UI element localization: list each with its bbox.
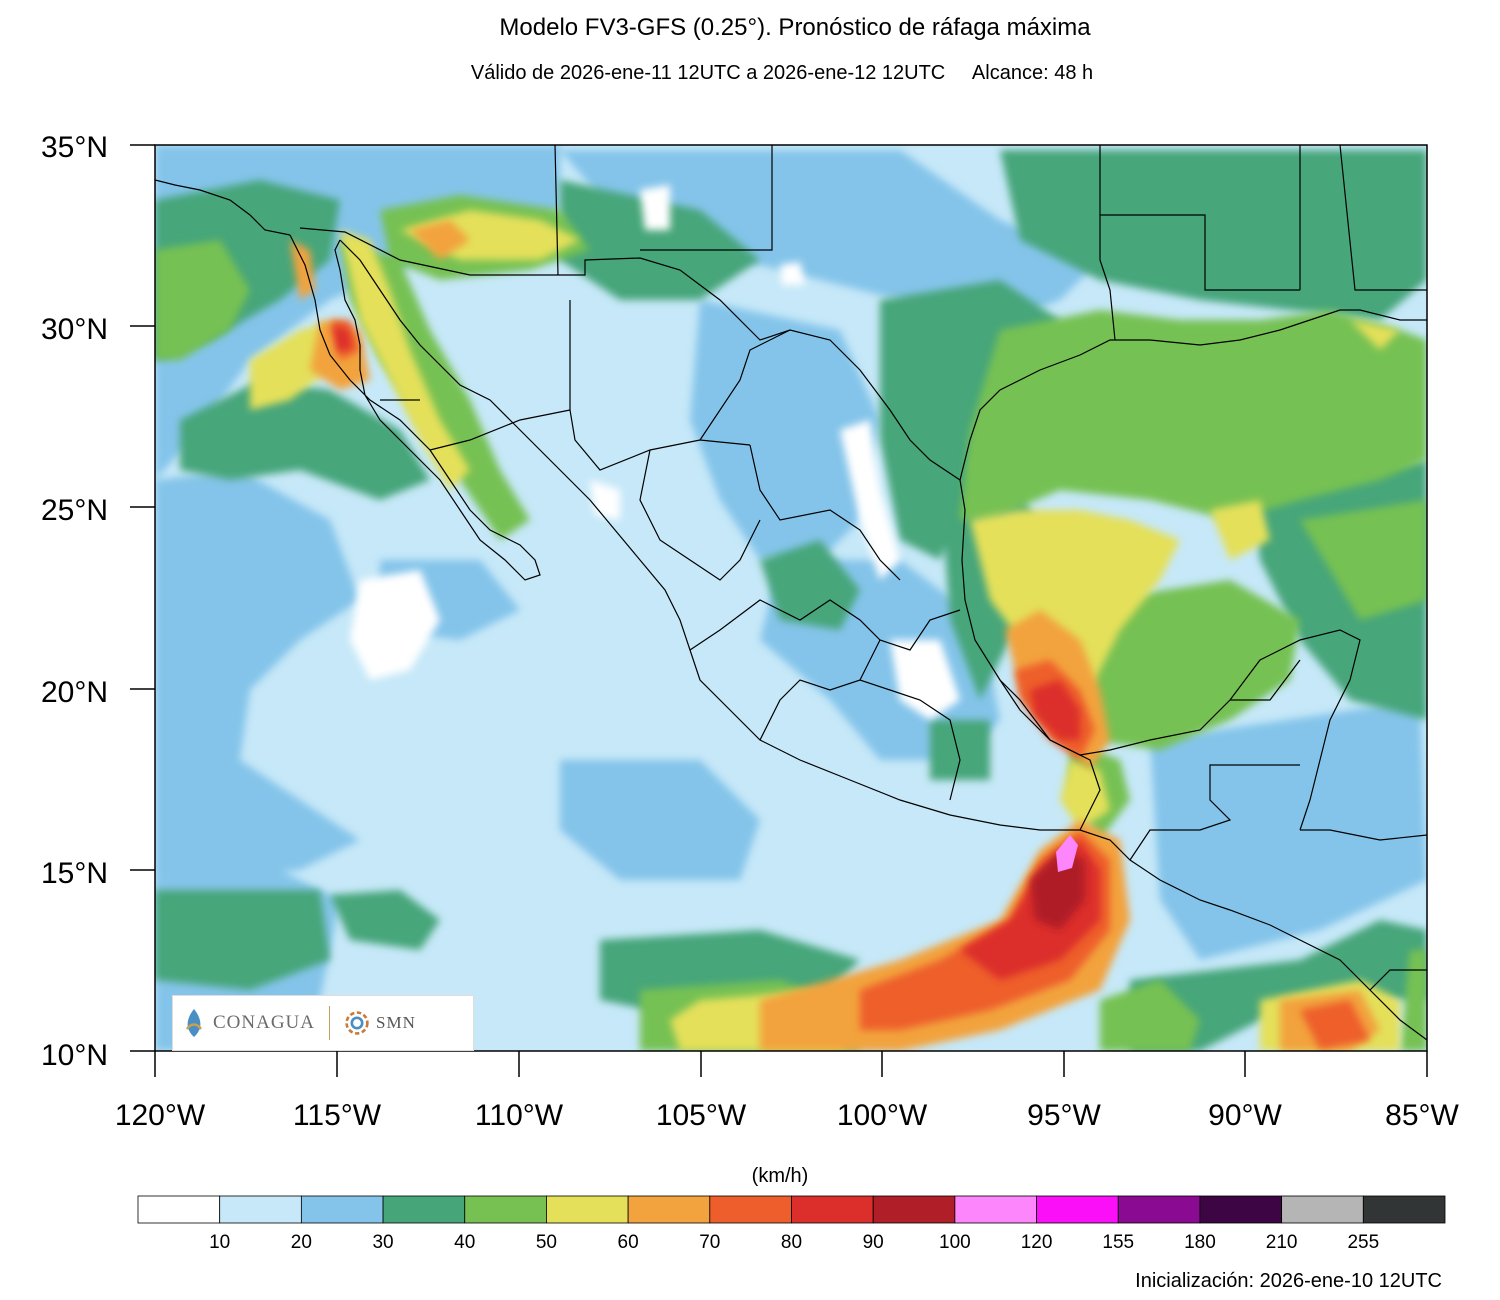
conagua-logo: CONAGUA (181, 1007, 315, 1039)
lon-tick-105: 105°W (656, 1099, 747, 1132)
colorbar-label: 80 (781, 1232, 802, 1253)
lon-tick-100: 100°W (837, 1099, 928, 1132)
colorbar-label: 100 (939, 1232, 971, 1253)
colorbar-unit: (km/h) (751, 1165, 809, 1187)
agency-logos: CONAGUA SMN (172, 995, 474, 1051)
colorbar-swatch (791, 1195, 874, 1224)
lon-tick-115: 115°W (293, 1099, 382, 1132)
initialization-time: Inicialización: 2026-ene-10 12UTC (1135, 1270, 1442, 1292)
colorbar-label: 210 (1266, 1232, 1298, 1253)
colorbar-swatch (1362, 1195, 1446, 1224)
colorbar-label: 40 (454, 1232, 475, 1253)
lon-tick-110: 110°W (475, 1099, 564, 1132)
lat-tick-10: 10°N (41, 1039, 108, 1072)
colorbar-label: 10 (209, 1232, 230, 1253)
colorbar-swatch (300, 1195, 384, 1224)
colorbar-label: 180 (1184, 1232, 1216, 1253)
lat-tick-35: 35°N (41, 131, 108, 164)
colorbar-swatch (709, 1195, 792, 1224)
colorbar-label: 60 (618, 1232, 639, 1253)
colorbar-swatch (1199, 1195, 1283, 1224)
colorbar-swatch (219, 1195, 302, 1224)
latitude-axis: 35°N 30°N 25°N 20°N 15°N 10°N (41, 131, 108, 1072)
lon-tick-120: 120°W (115, 1099, 206, 1132)
colorbar-swatch (872, 1195, 956, 1224)
smn-logo: SMN (344, 1007, 416, 1039)
colorbar-swatch (1117, 1195, 1201, 1224)
gust-field (155, 145, 1427, 1051)
longitude-axis: 120°W 115°W 110°W 105°W 100°W 95°W 90°W … (115, 1099, 1460, 1132)
colorbar-swatch (1281, 1195, 1364, 1224)
colorbar-label: 255 (1347, 1232, 1379, 1253)
colorbar-swatch (137, 1195, 221, 1224)
lat-tick-25: 25°N (41, 494, 108, 527)
lon-tick-85: 85°W (1385, 1099, 1459, 1132)
colorbar-swatch (382, 1195, 466, 1224)
lon-tick-90: 90°W (1208, 1099, 1282, 1132)
colorbar-swatch (1036, 1195, 1119, 1224)
colorbar-label: 90 (863, 1232, 884, 1253)
map-subtitle: Válido de 2026-ene-11 12UTC a 2026-ene-1… (470, 62, 1094, 84)
colorbar-swatch (546, 1195, 629, 1224)
colorbar-label: 20 (291, 1232, 312, 1253)
map-frame (130, 144, 1428, 1077)
map-title: Modelo FV3-GFS (0.25°). Pronóstico de rá… (499, 14, 1091, 41)
colorbar-label: 120 (1021, 1232, 1053, 1253)
lat-tick-15: 15°N (41, 857, 108, 890)
colorbar-swatch (464, 1195, 547, 1224)
colorbar-swatch (954, 1195, 1037, 1224)
colorbar-label: 50 (536, 1232, 557, 1253)
colorbar-swatch (627, 1195, 711, 1224)
logo-divider (329, 1006, 330, 1040)
smn-emblem-icon (345, 1011, 369, 1035)
colorbar-label: 70 (699, 1232, 720, 1253)
colorbar: 10 20 30 40 50 60 70 80 90 100 120 155 180 210 255 (137, 1195, 1446, 1253)
coastlines-borders (155, 145, 1427, 1041)
lon-tick-95: 95°W (1027, 1099, 1101, 1132)
conagua-emblem-icon (185, 1009, 203, 1037)
lat-tick-20: 20°N (41, 676, 108, 709)
lat-tick-30: 30°N (41, 313, 108, 346)
colorbar-label: 155 (1102, 1232, 1134, 1253)
smn-logo-text: SMN (376, 1013, 416, 1032)
colorbar-label: 30 (372, 1232, 393, 1253)
conagua-logo-text: CONAGUA (213, 1012, 315, 1033)
